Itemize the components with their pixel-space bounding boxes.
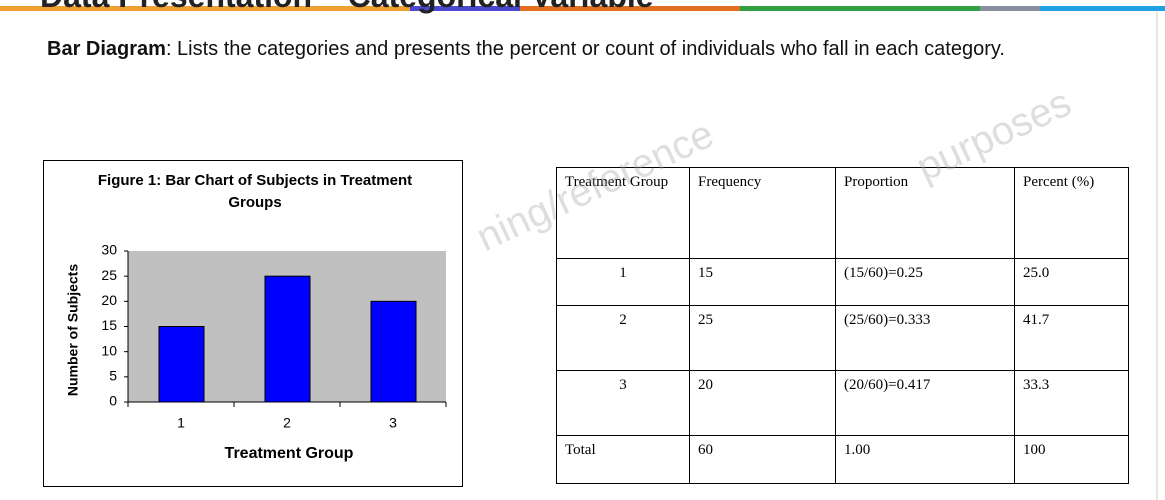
- color-strip: [0, 6, 1165, 11]
- y-tick-label: 10: [101, 342, 117, 358]
- cell: (15/60)=0.25: [835, 258, 1015, 306]
- x-tick-label: 2: [283, 415, 291, 431]
- term: Bar Diagram: [47, 38, 166, 60]
- cell: 60: [689, 435, 836, 484]
- cell: 41.7: [1014, 305, 1129, 371]
- table-row: 3 20 (20/60)=0.417 33.3: [556, 370, 1129, 436]
- x-tick-label: 3: [389, 415, 397, 431]
- y-tick-label: 15: [101, 317, 117, 333]
- cell: 15: [689, 258, 836, 306]
- y-tick-label: 30: [101, 242, 117, 258]
- cell: 25: [689, 305, 836, 371]
- cell: 1: [556, 258, 690, 306]
- intro: Bar Diagram: Lists the categories and pr…: [47, 34, 1097, 64]
- bar: [158, 326, 205, 403]
- y-tick-label: 25: [101, 267, 117, 283]
- y-tick-label: 0: [109, 393, 117, 409]
- cell: 100: [1014, 435, 1129, 484]
- definition: : Lists the categories and presents the …: [165, 38, 1005, 60]
- header-cell: Proportion: [835, 167, 1015, 259]
- heading: Data Presentation – Categorical Variable: [40, 0, 654, 15]
- table-row: 1 15 (15/60)=0.25 25.0: [556, 258, 1129, 306]
- cell: 2: [556, 305, 690, 371]
- chart-title: Figure 1: Bar Chart of Subjects in Treat…: [97, 172, 413, 211]
- cell: 1.00: [835, 435, 1015, 484]
- x-axis-label: Treatment Group: [225, 445, 354, 462]
- y-tick-label: 5: [109, 368, 117, 384]
- table-row: 2 25 (25/60)=0.333 41.7: [556, 305, 1129, 371]
- table-row: Treatment Group Frequency Proportion Percen…: [556, 167, 1129, 259]
- bar: [264, 275, 311, 403]
- cell: (25/60)=0.333: [835, 305, 1015, 371]
- table: Treatment Group Frequency Proportion Percen…: [556, 167, 1129, 484]
- cell: 3: [556, 370, 690, 436]
- header-cell: Frequency: [689, 167, 836, 259]
- cell: 25.0: [1014, 258, 1129, 306]
- y-axis-label: Number of Subjects: [65, 264, 81, 396]
- cell: (20/60)=0.417: [835, 370, 1015, 436]
- cell: 33.3: [1014, 370, 1129, 436]
- cell: 20: [689, 370, 836, 436]
- table-row: Total 60 1.00 100: [556, 435, 1129, 484]
- bar: [370, 300, 417, 403]
- cell: Total: [556, 435, 690, 484]
- y-tick-label: 20: [101, 292, 117, 308]
- header-cell: Percent (%): [1014, 167, 1129, 259]
- x-tick-label: 1: [177, 415, 185, 431]
